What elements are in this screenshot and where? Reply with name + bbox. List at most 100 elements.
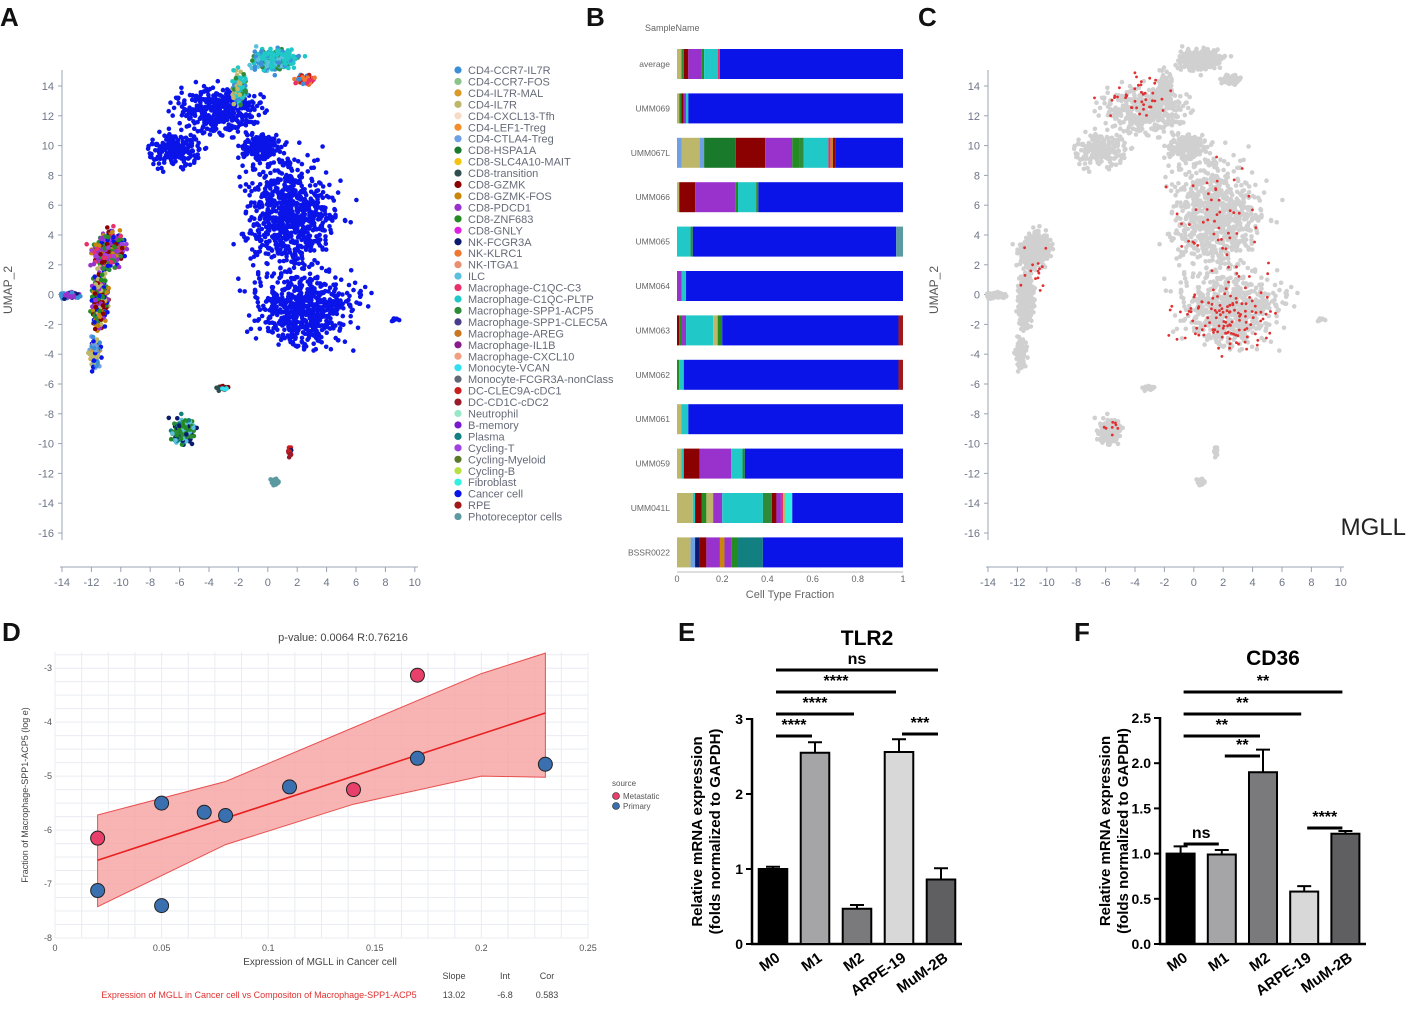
fraction-segment-umm066 <box>679 182 696 213</box>
umap-point <box>332 208 338 213</box>
umap-point <box>266 224 272 230</box>
umap-point <box>249 247 255 252</box>
umap-point <box>1268 217 1274 223</box>
legend-label: NK-ITGA1 <box>468 260 519 272</box>
fraction-segment-umm059 <box>731 448 743 479</box>
fraction-segment-average <box>677 49 682 79</box>
c-y-tick-label: -10 <box>964 439 980 451</box>
umap-point <box>352 280 358 286</box>
fraction-segment-umm063 <box>898 315 903 346</box>
umap-point <box>287 299 293 305</box>
c-x-tick-label: 8 <box>1308 577 1314 589</box>
umap-point <box>166 108 171 114</box>
umap-point <box>292 188 298 193</box>
umap-point <box>338 178 343 183</box>
fraction-segment-umm069 <box>681 93 684 124</box>
umap-point <box>1256 195 1261 201</box>
fraction-segment-bssr0022 <box>706 537 720 568</box>
umap-point <box>277 259 283 264</box>
umap-point <box>252 93 257 99</box>
umap-point <box>274 132 279 138</box>
panel-label-b: B <box>586 2 605 32</box>
a-y-tick-label: -2 <box>44 319 54 331</box>
umap-point <box>175 416 180 421</box>
a-y-axis-title: UMAP_2 <box>1 266 15 314</box>
legend-label: CD4-CXCL13-Tfh <box>468 111 555 123</box>
umap-point <box>263 320 268 325</box>
fraction-segment-umm067l <box>704 137 736 168</box>
legend-label: ILC <box>468 271 485 283</box>
panel-b-cell-fraction-bars: SampleNameaverageUMM069UMM067LUMM066UMM0… <box>628 23 906 601</box>
sample-label: average <box>639 59 670 69</box>
fraction-segment-umm066 <box>738 182 757 213</box>
umap-point <box>149 151 154 157</box>
umap-point <box>1239 182 1244 188</box>
umap-point <box>351 287 356 293</box>
legend-swatch-macrophage-areg <box>454 329 462 337</box>
a-y-tick-label: -12 <box>38 468 54 480</box>
umap-point <box>1187 169 1192 175</box>
umap-point <box>1249 170 1255 175</box>
umap-point <box>258 280 263 285</box>
a-y-tick-label: 8 <box>48 170 54 182</box>
umap-point <box>302 77 307 82</box>
umap-point <box>290 193 296 198</box>
umap-point <box>349 308 355 314</box>
umap-point <box>262 51 267 56</box>
sample-label: UMM062 <box>636 370 671 380</box>
umap-point <box>157 152 162 157</box>
legend-label: CD4-IL7R-MAL <box>468 88 543 100</box>
umap-point <box>297 280 303 285</box>
umap-point <box>59 293 64 299</box>
umap-point <box>1234 196 1240 201</box>
umap-point <box>254 139 260 145</box>
umap-point <box>1246 144 1251 149</box>
legend-swatch-macrophage-cxcl10 <box>454 352 462 360</box>
fraction-segment-umm041l <box>722 493 763 523</box>
umap-point <box>253 44 259 49</box>
legend-swatch-monocyte-fcgr3a-nonclass <box>454 375 462 383</box>
fraction-segment-umm041l <box>713 493 723 523</box>
legend-swatch-b-memory <box>454 421 462 429</box>
panel-b-title: SampleName <box>645 23 700 33</box>
fraction-segment-average <box>683 49 689 79</box>
umap-point <box>311 306 317 312</box>
umap-point <box>231 68 236 73</box>
umap-point <box>248 228 253 233</box>
legend-swatch-cd4-ccr7-fos <box>454 77 462 86</box>
umap-point <box>286 294 291 299</box>
panel-label-d: D <box>2 617 21 647</box>
fraction-segment-umm063 <box>686 315 714 346</box>
umap-point <box>289 47 294 52</box>
c-y-tick-label: -6 <box>970 379 980 391</box>
umap-point <box>108 259 114 265</box>
umap-point <box>358 288 364 294</box>
umap-point <box>1233 183 1239 188</box>
umap-point <box>170 161 176 167</box>
c-x-tick-label: -4 <box>1130 577 1140 589</box>
umap-point <box>292 56 298 62</box>
umap-point <box>317 313 323 319</box>
umap-point <box>1175 200 1180 205</box>
c-y-tick-label: -4 <box>970 349 980 361</box>
fraction-segment-umm069 <box>688 93 903 124</box>
umap-point <box>319 327 325 333</box>
umap-point <box>1249 211 1254 217</box>
umap-point <box>1223 180 1229 186</box>
umap-point <box>259 238 264 243</box>
sample-label: UMM063 <box>636 325 671 335</box>
umap-point <box>255 222 261 228</box>
umap-point <box>321 289 326 295</box>
umap-point <box>312 258 317 263</box>
legend-label: Neutrophil <box>468 409 518 421</box>
fraction-segment-average <box>701 49 705 79</box>
umap-point <box>252 49 258 54</box>
umap-point <box>290 200 295 205</box>
umap-point <box>305 328 311 333</box>
fraction-segment-umm059 <box>744 448 903 479</box>
fraction-segment-umm041l <box>692 493 696 523</box>
umap-point <box>179 135 185 141</box>
fraction-segment-umm041l <box>785 493 793 523</box>
